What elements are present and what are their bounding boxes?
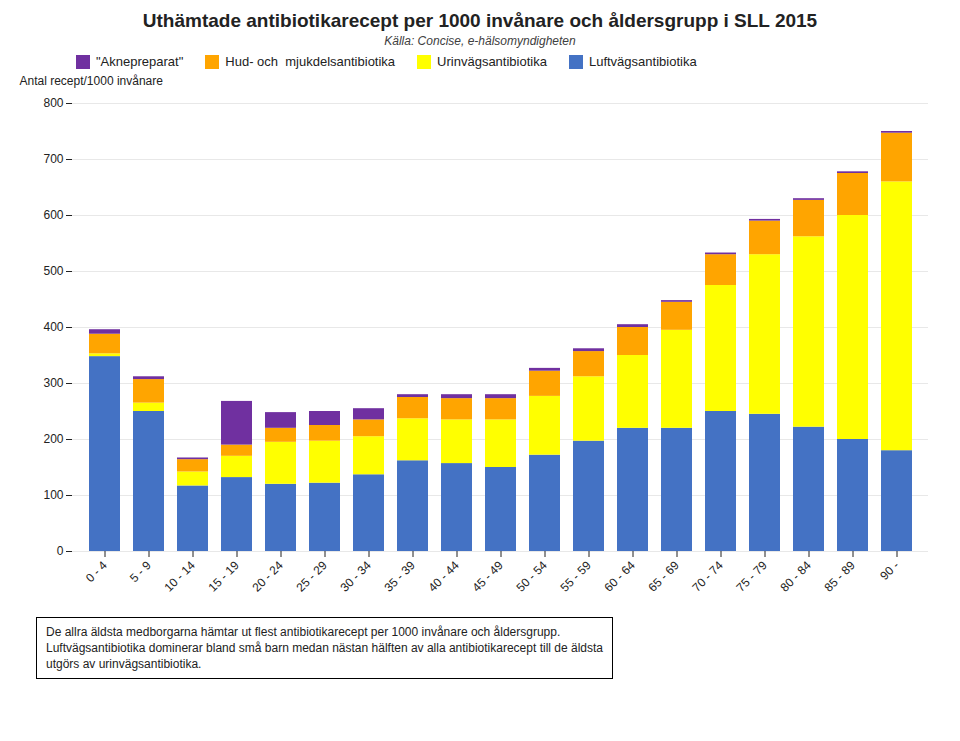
svg-text:75 - 79: 75 - 79 bbox=[734, 558, 771, 595]
svg-text:Antal recept/1000 invånare: Antal recept/1000 invånare bbox=[20, 74, 164, 88]
svg-text:25 - 29: 25 - 29 bbox=[294, 558, 331, 595]
html-text:Källa: Concise, e-hälsomyndigh: Källa: Concise, e-hälsomyndigheten bbox=[384, 34, 576, 48]
svg-text:700: 700 bbox=[43, 152, 63, 166]
svg-text:35 - 39: 35 - 39 bbox=[382, 558, 419, 595]
svg-text:800: 800 bbox=[43, 96, 63, 110]
svg-text:0 - 4: 0 - 4 bbox=[83, 558, 110, 585]
svg-text:70 - 74: 70 - 74 bbox=[690, 558, 727, 595]
svg-text:45 - 49: 45 - 49 bbox=[470, 558, 507, 595]
svg-text:80 - 84: 80 - 84 bbox=[778, 558, 815, 595]
svg-text:400: 400 bbox=[43, 320, 63, 334]
svg-text:65 - 69: 65 - 69 bbox=[646, 558, 683, 595]
html-text:Luftvägsantibiotika dominerar: Luftvägsantibiotika dominerar bland små … bbox=[46, 641, 603, 655]
svg-text:15 - 19: 15 - 19 bbox=[206, 558, 243, 595]
html-text:Uthämtade antibiotikarecept pe: Uthämtade antibiotikarecept per 1000 inv… bbox=[142, 10, 818, 31]
svg-text:200: 200 bbox=[43, 432, 63, 446]
svg-text:20 - 24: 20 - 24 bbox=[250, 558, 287, 595]
svg-text:600: 600 bbox=[43, 208, 63, 222]
html-text:"Aknepreparat": "Aknepreparat" bbox=[96, 54, 184, 69]
svg-text:100: 100 bbox=[43, 488, 63, 502]
svg-text:30 - 34: 30 - 34 bbox=[338, 558, 375, 595]
html-text:Luftvägsantibiotika: Luftvägsantibiotika bbox=[588, 54, 697, 69]
svg-text:50 - 54: 50 - 54 bbox=[514, 558, 551, 595]
html-text:Hud- och mjukdelsantibiotika: Hud- och mjukdelsantibiotika bbox=[225, 54, 396, 69]
svg-text:60 - 64: 60 - 64 bbox=[602, 558, 639, 595]
svg-text:5 - 9: 5 - 9 bbox=[127, 558, 154, 585]
svg-text:40 - 44: 40 - 44 bbox=[426, 558, 463, 595]
svg-text:55 - 59: 55 - 59 bbox=[558, 558, 595, 595]
svg-text:300: 300 bbox=[43, 376, 63, 390]
svg-text:500: 500 bbox=[43, 264, 63, 278]
svg-text:85 - 89: 85 - 89 bbox=[822, 558, 859, 595]
svg-text:0: 0 bbox=[57, 544, 64, 558]
svg-text:90 -: 90 - bbox=[877, 558, 902, 583]
html-text:Urinvägsantibiotika: Urinvägsantibiotika bbox=[437, 54, 547, 69]
svg-text:10 - 14: 10 - 14 bbox=[162, 558, 199, 595]
html-text:utgörs av urinvägsantibiotika.: utgörs av urinvägsantibiotika. bbox=[46, 657, 202, 671]
html-text:De allra äldsta medborgarna hä: De allra äldsta medborgarna hämtar ut fl… bbox=[46, 625, 561, 639]
